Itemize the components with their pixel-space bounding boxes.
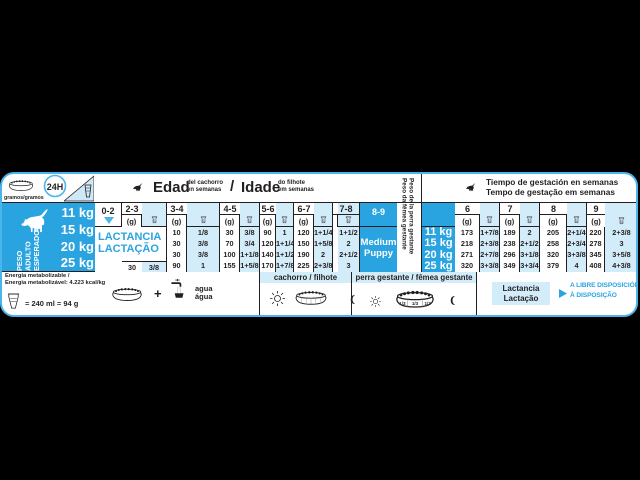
svg-text:24H: 24H	[47, 182, 64, 192]
svg-text:1/3: 1/3	[412, 301, 419, 306]
svg-text:1/3: 1/3	[424, 301, 431, 306]
svg-text:1/3: 1/3	[399, 301, 406, 306]
